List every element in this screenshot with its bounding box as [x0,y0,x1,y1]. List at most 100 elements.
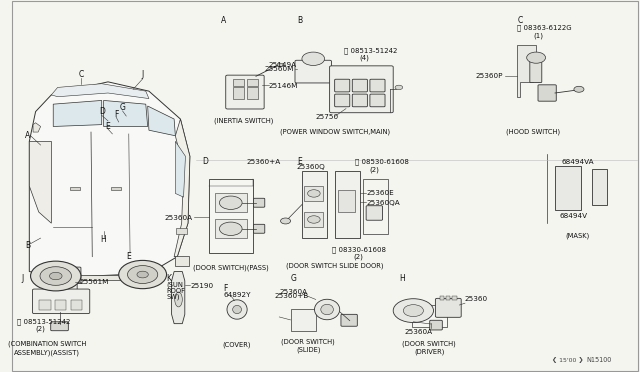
Text: (2): (2) [353,253,364,260]
Text: (1): (1) [533,32,543,39]
Text: F: F [114,110,118,119]
Bar [111,187,120,190]
Bar [305,212,323,227]
Text: 25360+A: 25360+A [246,159,281,165]
Circle shape [574,86,584,92]
Text: 25146M: 25146M [269,83,298,89]
Bar [305,186,323,201]
Polygon shape [215,219,246,238]
Text: 25360QA: 25360QA [366,200,400,206]
FancyBboxPatch shape [352,79,367,92]
Circle shape [118,260,166,289]
Polygon shape [148,106,175,136]
Text: 25750: 25750 [316,114,339,120]
Polygon shape [172,272,185,324]
FancyBboxPatch shape [253,198,265,207]
FancyBboxPatch shape [253,224,265,233]
FancyBboxPatch shape [341,314,357,326]
FancyBboxPatch shape [51,322,68,331]
Circle shape [527,52,545,63]
Text: B: B [297,16,302,25]
Polygon shape [53,100,102,126]
FancyBboxPatch shape [33,289,90,314]
Text: 25561M: 25561M [79,279,109,285]
Bar [36,275,146,280]
Ellipse shape [175,292,182,307]
Circle shape [137,271,148,278]
Text: F: F [223,284,228,293]
FancyBboxPatch shape [352,94,367,107]
Polygon shape [33,123,40,132]
Circle shape [308,216,320,223]
Text: J: J [141,70,144,79]
Bar [70,187,79,190]
FancyBboxPatch shape [48,270,77,295]
Polygon shape [174,119,190,257]
FancyBboxPatch shape [370,94,385,107]
Bar [55,300,67,310]
Bar [412,305,447,327]
Bar [233,79,244,86]
Text: (2): (2) [369,166,379,173]
Text: D: D [99,107,105,116]
FancyBboxPatch shape [435,298,461,317]
Bar [446,296,451,300]
Text: (DOOR SWITCH)(PASS): (DOOR SWITCH)(PASS) [193,264,269,271]
Polygon shape [29,82,190,277]
Text: ❮ 15'00 ❯: ❮ 15'00 ❯ [552,357,583,363]
Text: A: A [26,131,31,140]
Text: (INERTIA SWITCH): (INERTIA SWITCH) [214,118,273,124]
FancyBboxPatch shape [366,206,383,220]
FancyBboxPatch shape [330,66,393,113]
Bar [302,171,327,238]
Bar [338,190,355,212]
Text: A: A [221,16,227,25]
Text: 25360E: 25360E [366,190,394,196]
Bar [71,300,82,310]
Text: (4): (4) [360,54,370,61]
Bar [40,300,51,310]
Bar [209,179,253,253]
Bar [246,79,258,86]
Text: (POWER WINDOW SWITCH,MAIN): (POWER WINDOW SWITCH,MAIN) [280,129,390,135]
Bar [246,87,258,99]
Text: SW): SW) [166,294,180,300]
Text: B: B [26,241,31,250]
FancyBboxPatch shape [530,61,542,83]
Polygon shape [104,100,148,126]
Polygon shape [215,193,246,212]
Text: (MASK): (MASK) [565,233,589,240]
FancyBboxPatch shape [538,85,556,101]
Circle shape [40,267,72,285]
Bar [335,171,360,238]
Text: 25360: 25360 [465,296,488,302]
Bar [176,228,188,234]
Text: (DOOR SWITCH SLIDE DOOR): (DOOR SWITCH SLIDE DOOR) [286,263,383,269]
Text: J: J [22,274,24,283]
Text: 25149A: 25149A [269,62,297,68]
FancyBboxPatch shape [429,320,442,330]
Text: (SLIDE): (SLIDE) [296,346,321,353]
Bar [440,296,444,300]
Text: 25360A: 25360A [165,215,193,221]
Text: H: H [100,235,106,244]
Circle shape [280,218,291,224]
Text: (DRIVER): (DRIVER) [414,348,444,355]
Text: 25560M: 25560M [264,66,294,72]
Text: 25360A: 25360A [404,329,433,335]
FancyBboxPatch shape [370,79,385,92]
FancyBboxPatch shape [295,60,332,83]
Text: (SUN: (SUN [166,282,184,288]
Bar [591,169,607,205]
Ellipse shape [321,304,333,315]
FancyBboxPatch shape [335,79,350,92]
FancyBboxPatch shape [58,267,81,283]
Ellipse shape [233,305,241,314]
Text: G: G [291,274,296,283]
Text: 68494VA: 68494VA [561,159,594,165]
Text: G: G [120,103,125,112]
Text: (COMBINATION SWITCH: (COMBINATION SWITCH [8,341,86,347]
Circle shape [220,196,242,209]
Ellipse shape [227,300,247,319]
Polygon shape [517,45,536,97]
